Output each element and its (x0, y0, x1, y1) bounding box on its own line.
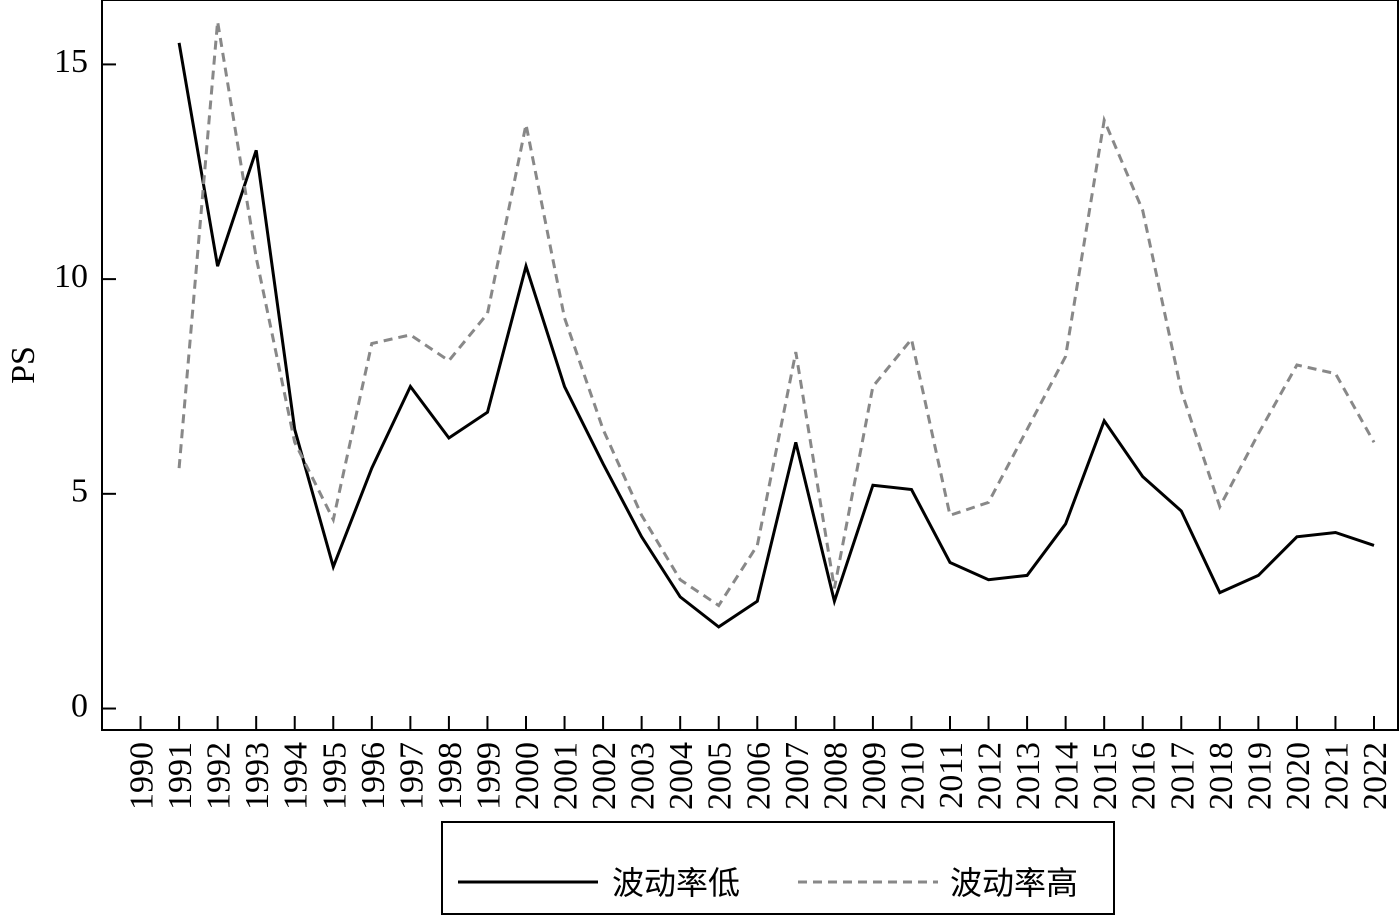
y-axis: 0 5 10 15 (54, 43, 116, 724)
plot-frame (101, 0, 1399, 731)
x-tick-label: 2012 (972, 742, 1009, 810)
x-tick-label: 2014 (1049, 742, 1086, 810)
x-tick-label: 2018 (1203, 742, 1240, 810)
x-tick-label: 2010 (894, 742, 931, 810)
x-tick-label: 1990 (124, 742, 161, 810)
series-line-high-volatility (177, 21, 1376, 608)
y-tick-label: 10 (54, 258, 88, 295)
series-layer (177, 21, 1376, 629)
legend-label-series-low: 波动率低 (612, 864, 740, 902)
x-tick-label: 1999 (470, 742, 507, 810)
x-tick-label: 1993 (239, 742, 276, 810)
x-tick-label: 1991 (162, 742, 199, 810)
x-tick-label: 1994 (278, 742, 315, 810)
x-tick-label: 2006 (740, 742, 777, 810)
x-tick-label: 1996 (355, 742, 392, 810)
x-tick-label: 2008 (817, 742, 854, 810)
x-tick-label: 2015 (1087, 742, 1124, 810)
x-tick-label: 1992 (201, 742, 238, 810)
x-tick-label: 2020 (1280, 742, 1317, 810)
x-tick-label: 2021 (1318, 742, 1355, 810)
x-tick-label: 2005 (702, 742, 739, 810)
x-tick-label: 1995 (316, 742, 353, 810)
legend: 波动率低 波动率高 (441, 821, 1115, 915)
x-tick-label: 2002 (586, 742, 623, 810)
series-line-low-volatility (177, 42, 1375, 629)
y-tick-label: 15 (54, 43, 88, 80)
legend-label-series-high: 波动率高 (950, 864, 1078, 902)
x-tick-label: 2019 (1241, 742, 1278, 810)
x-tick-label: 2000 (509, 742, 546, 810)
x-tick-label: 2013 (1010, 742, 1047, 810)
y-tick-label: 5 (71, 473, 88, 510)
x-tick-label: 2007 (779, 742, 816, 810)
y-axis-label: PS (5, 346, 42, 384)
x-tick-label: 2022 (1357, 742, 1394, 810)
x-tick-label: 2009 (856, 742, 893, 810)
legend-box (441, 821, 1115, 915)
x-axis: 1990 1991 1992 1993 1994 1995 1996 1997 1998 1999… (124, 716, 1394, 810)
x-tick-label: 2017 (1164, 742, 1201, 810)
y-tick-label: 0 (71, 687, 88, 724)
x-tick-label: 1998 (432, 742, 469, 810)
x-tick-label: 1997 (393, 742, 430, 810)
x-tick-label: 2003 (625, 742, 662, 810)
x-tick-label: 2011 (933, 742, 970, 809)
x-tick-label: 2001 (548, 742, 585, 810)
x-tick-label: 2004 (663, 742, 700, 810)
x-tick-label: 2016 (1126, 742, 1163, 810)
